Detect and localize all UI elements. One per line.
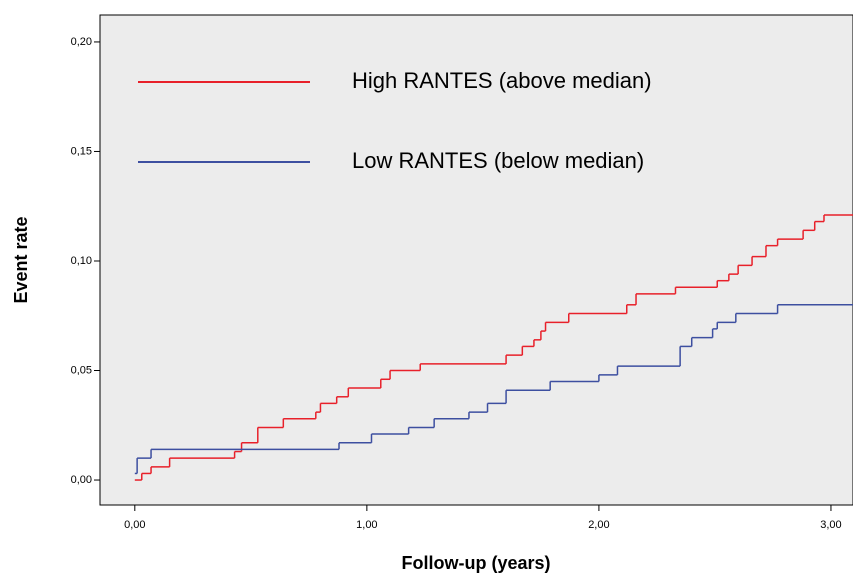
y-tick-label: 0,20	[71, 36, 92, 48]
y-axis-title: Event rate	[11, 216, 31, 303]
y-tick-label: 0,05	[71, 364, 92, 376]
y-tick-label: 0,15	[71, 145, 92, 157]
x-tick-label: 1,00	[356, 519, 377, 531]
y-tick-label: 0,10	[71, 255, 92, 267]
x-axis-title: Follow-up (years)	[401, 553, 550, 573]
plot-area	[99, 14, 853, 506]
y-tick-label: 0,00	[71, 474, 92, 486]
x-tick-label: 0,00	[124, 519, 145, 531]
legend-label: Low RANTES (below median)	[352, 148, 644, 173]
x-tick-label: 3,00	[820, 519, 841, 531]
legend-label: High RANTES (above median)	[352, 68, 652, 93]
x-tick-label: 2,00	[588, 519, 609, 531]
